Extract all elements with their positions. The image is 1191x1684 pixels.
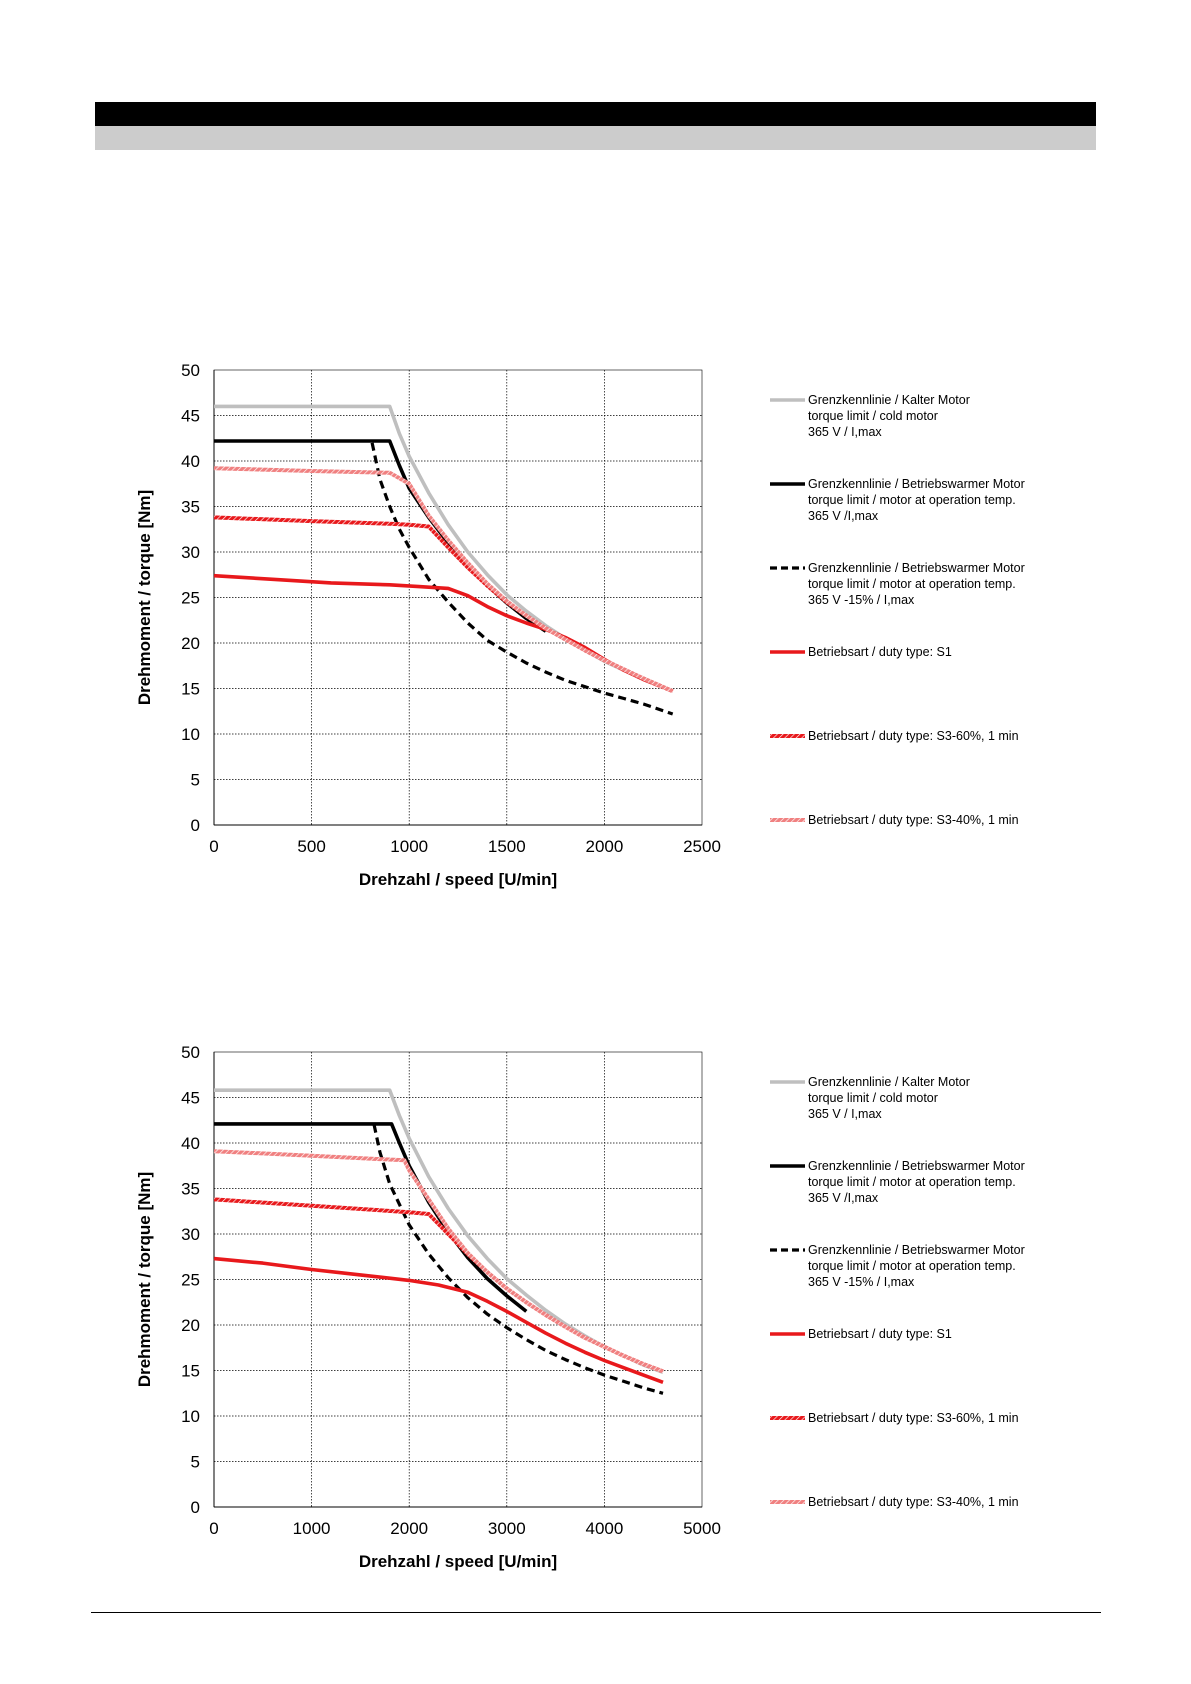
y-tick-label: 40: [181, 1134, 200, 1153]
x-tick-label: 1500: [488, 837, 526, 856]
footer-rule: [91, 1612, 1101, 1613]
torque-chart-2: 0 5 10 15 20 25 30 35 40 45 50 0 1000 2000 3000 4000 500…: [135, 1043, 1025, 1571]
legend-label: Grenzkennlinie / Betriebswarmer Motor: [808, 561, 1025, 575]
y-tick-label: 45: [181, 1089, 200, 1108]
legend-label: torque limit / cold motor: [808, 1091, 938, 1105]
y-tick-label: 5: [191, 1453, 200, 1472]
legend-label: Betriebsart / duty type: S3-60%, 1 min: [808, 729, 1019, 743]
y-tick-label: 10: [181, 725, 200, 744]
legend-label: torque limit / motor at operation temp.: [808, 493, 1016, 507]
y-tick-label: 35: [181, 1180, 200, 1199]
legend-label: Betriebsart / duty type: S3-40%, 1 min: [808, 1495, 1019, 1509]
series-line-6: [213, 1149, 664, 1374]
legend-label: 365 V -15% / I,max: [808, 593, 915, 607]
series-line-6: [213, 466, 674, 694]
y-axis-title: Drehmoment / torque [Nm]: [135, 1172, 154, 1387]
y-tick-label: 50: [181, 361, 200, 380]
x-tick-label: 1000: [293, 1519, 331, 1538]
legend-label: Betriebsart / duty type: S3-60%, 1 min: [808, 1411, 1019, 1425]
y-tick-label: 25: [181, 589, 200, 608]
y-tick-label: 40: [181, 452, 200, 471]
y-tick-label: 30: [181, 1225, 200, 1244]
legend-label: Betriebsart / duty type: S1: [808, 1327, 952, 1341]
x-tick-label: 0: [209, 837, 218, 856]
x-tick-label: 0: [209, 1519, 218, 1538]
y-tick-label: 0: [191, 816, 200, 835]
x-tick-label: 500: [297, 837, 325, 856]
header-bar-grey: [95, 126, 1096, 150]
y-tick-label: 0: [191, 1498, 200, 1517]
series-line-4: [213, 1256, 664, 1384]
series-line-3: [370, 442, 674, 716]
x-axis-title: Drehzahl / speed [U/min]: [359, 870, 557, 889]
y-tick-label: 15: [181, 680, 200, 699]
legend-label: 365 V / I,max: [808, 1107, 882, 1121]
legend-label: Grenzkennlinie / Kalter Motor: [808, 393, 970, 407]
y-tick-label: 35: [181, 498, 200, 517]
y-tick-label: 25: [181, 1271, 200, 1290]
legend-label: 365 V -15% / I,max: [808, 1275, 915, 1289]
x-tick-label: 2000: [585, 837, 623, 856]
x-axis-title: Drehzahl / speed [U/min]: [359, 1552, 557, 1571]
x-tick-label: 3000: [488, 1519, 526, 1538]
x-tick-label: 4000: [585, 1519, 623, 1538]
y-tick-label: 45: [181, 407, 200, 426]
legend-label: 365 V / I,max: [808, 425, 882, 439]
x-tick-label: 2000: [390, 1519, 428, 1538]
y-tick-label: 50: [181, 1043, 200, 1062]
legend-label: 365 V /I,max: [808, 1191, 879, 1205]
x-tick-label: 1000: [390, 837, 428, 856]
y-tick-label: 20: [181, 634, 200, 653]
legend-label: Grenzkennlinie / Betriebswarmer Motor: [808, 477, 1025, 491]
y-tick-label: 10: [181, 1407, 200, 1426]
legend-label: Betriebsart / duty type: S3-40%, 1 min: [808, 813, 1019, 827]
legend-label: torque limit / motor at operation temp.: [808, 577, 1016, 591]
legend-label: 365 V /I,max: [808, 509, 879, 523]
header-bar-black: [95, 102, 1096, 126]
legend-label: torque limit / motor at operation temp.: [808, 1259, 1016, 1273]
x-tick-label: 5000: [683, 1519, 721, 1538]
y-axis-title: Drehmoment / torque [Nm]: [135, 490, 154, 705]
legend-label: Betriebsart / duty type: S1: [808, 645, 952, 659]
y-tick-label: 15: [181, 1362, 200, 1381]
legend-label: torque limit / cold motor: [808, 409, 938, 423]
legend-label: torque limit / motor at operation temp.: [808, 1175, 1016, 1189]
y-tick-label: 5: [191, 771, 200, 790]
x-tick-label: 2500: [683, 837, 721, 856]
y-tick-label: 20: [181, 1316, 200, 1335]
legend-label: Grenzkennlinie / Betriebswarmer Motor: [808, 1159, 1025, 1173]
legend-label: Grenzkennlinie / Betriebswarmer Motor: [808, 1243, 1025, 1257]
legend-label: Grenzkennlinie / Kalter Motor: [808, 1075, 970, 1089]
y-tick-label: 30: [181, 543, 200, 562]
